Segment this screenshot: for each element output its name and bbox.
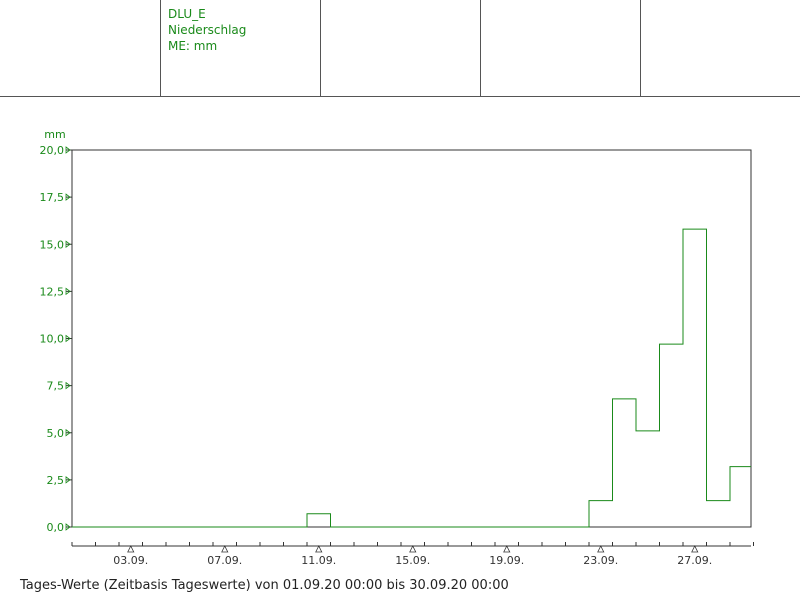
legend-cell-series (160, 0, 320, 96)
x-tick-arrow (127, 545, 135, 553)
y-axis: 0,0 2,5 5,0 7,5 10,0 12,5 15,0 17,5 20,0 (40, 144, 72, 534)
x-tick-arrow (503, 545, 511, 553)
legend-series-name: DLU_E (168, 7, 206, 21)
y-tick-label: 2,5 (47, 474, 65, 487)
x-tick-label: 15.09. (395, 554, 430, 567)
series-legend: DLU_E Niederschlag ME: mm (168, 6, 246, 54)
y-tick-arrow (65, 381, 71, 390)
y-tick-label: 0,0 (47, 521, 65, 534)
precipitation-step-line (72, 228, 751, 528)
y-tick-arrow (65, 240, 71, 249)
x-tick-arrow (409, 545, 417, 553)
x-tick-label: 03.09. (113, 554, 148, 567)
x-tick-label: 27.09. (677, 554, 712, 567)
x-tick-arrow (315, 545, 323, 553)
legend-cell-empty (480, 0, 640, 96)
series-group (72, 228, 751, 528)
y-tick-arrow (65, 146, 71, 154)
x-tick-label: 23.09. (583, 554, 618, 567)
y-tick-label: 20,0 (40, 144, 65, 157)
y-axis-label: mm (44, 128, 65, 141)
y-tick-arrow (65, 523, 71, 531)
legend-cell-empty (640, 0, 800, 96)
y-tick-arrow (65, 287, 71, 296)
x-tick-label: 07.09. (207, 554, 242, 567)
legend-cell-empty (320, 0, 480, 96)
y-tick-arrow (65, 476, 71, 484)
x-tick-arrow (221, 545, 229, 553)
y-tick-arrow (65, 334, 71, 343)
y-tick-label: 12,5 (40, 285, 65, 298)
y-tick-label: 10,0 (40, 333, 65, 346)
x-tick-arrow (597, 545, 605, 553)
y-tick-arrow (65, 193, 71, 201)
x-axis: 03.09. 07.09. 11.09. 15.09. 19.09. 23.09. 27.0… (71, 542, 754, 567)
plot-area-frame (71, 149, 752, 528)
y-tick-label: 5,0 (47, 427, 65, 440)
y-tick-arrow (65, 428, 71, 437)
legend-unit: ME: mm (168, 39, 218, 53)
time-range-footer: Tages-Werte (Zeitbasis Tageswerte) von 0… (20, 578, 509, 593)
y-tick-label: 15,0 (40, 238, 65, 251)
x-tick-arrow (691, 545, 699, 553)
x-tick-label: 19.09. (489, 554, 524, 567)
y-tick-label: 7,5 (47, 380, 65, 393)
x-tick-label: 11.09. (301, 554, 336, 567)
legend-bar: DLU_E Niederschlag ME: mm (0, 0, 800, 97)
legend-parameter: Niederschlag (168, 23, 247, 37)
y-tick-label: 17,5 (40, 191, 65, 204)
